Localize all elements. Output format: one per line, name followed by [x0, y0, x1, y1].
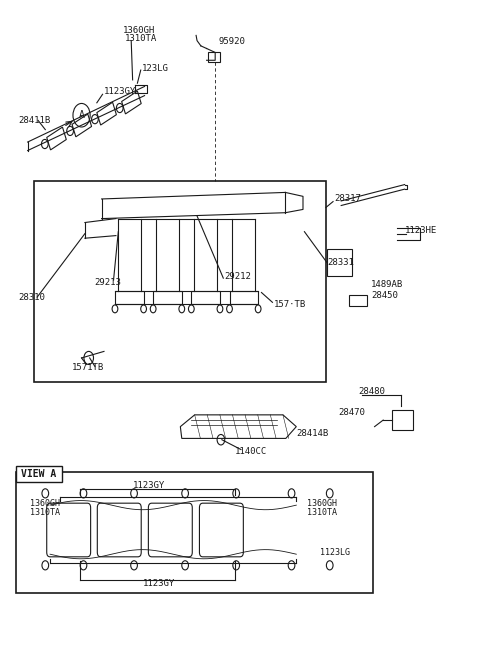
Text: 123LG: 123LG [142, 64, 169, 73]
Text: 95920: 95920 [218, 37, 245, 47]
Text: A: A [79, 110, 84, 120]
Bar [392, 410, 413, 430]
Text: 1310TA: 1310TA [124, 34, 157, 43]
Text: 1571TB: 1571TB [72, 363, 104, 373]
Text: 1360GH: 1360GH [307, 499, 337, 509]
Text: 1123GY: 1123GY [133, 481, 166, 490]
Text: 1123GY: 1123GY [143, 579, 175, 588]
Text: VIEW A: VIEW A [22, 468, 57, 479]
Text: 1489AB: 1489AB [371, 279, 404, 288]
Text: 1123LG: 1123LG [320, 548, 350, 556]
Bar [192, 290, 220, 304]
Text: 1310TA: 1310TA [30, 509, 60, 518]
Text: 29212: 29212 [225, 271, 252, 281]
Text: 1310TA: 1310TA [307, 509, 337, 518]
Text: 1123GY: 1123GY [104, 87, 136, 96]
Text: 1360GH: 1360GH [123, 26, 156, 35]
Bar [16, 472, 372, 593]
Text: 157·TB: 157·TB [274, 300, 306, 309]
Bar [16, 466, 62, 482]
Text: 28317: 28317 [335, 194, 361, 204]
Text: 1140CC: 1140CC [235, 447, 267, 456]
Bar [34, 181, 326, 382]
Text: 1123HE: 1123HE [405, 226, 437, 235]
Text: 28470: 28470 [338, 408, 365, 417]
Bar [349, 295, 367, 306]
Text: 28414B: 28414B [296, 428, 329, 438]
Text: 28310: 28310 [18, 292, 45, 302]
Bar [115, 290, 144, 304]
Text: 28331: 28331 [327, 258, 354, 267]
Bar [327, 249, 352, 276]
Bar [207, 53, 220, 62]
Bar [229, 290, 258, 304]
Text: 1360GH: 1360GH [30, 499, 60, 509]
Text: 28480: 28480 [359, 388, 385, 396]
Text: 28450: 28450 [371, 291, 398, 300]
Bar [153, 290, 182, 304]
Text: 29213: 29213 [95, 278, 121, 287]
Text: 28411B: 28411B [18, 116, 50, 125]
